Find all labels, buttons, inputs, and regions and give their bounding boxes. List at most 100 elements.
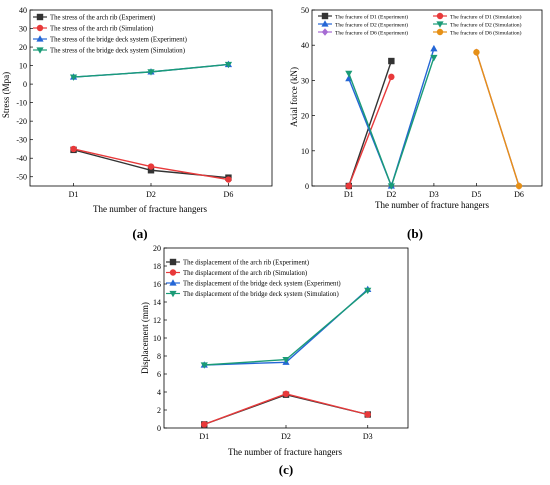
x-tick-label: D1 xyxy=(69,190,79,199)
y-tick-label: -20 xyxy=(16,117,27,126)
chart-c-caption: (c) xyxy=(279,462,293,477)
x-tick-label: D2 xyxy=(386,190,396,199)
x-tick-label: D5 xyxy=(472,190,482,199)
series-4 xyxy=(200,287,372,369)
y-tick-label: -50 xyxy=(16,173,27,182)
chart-b-plot: 0 10 20 30 40 50 D1 D2 D3 D5 D6 The fracture of D1 … xyxy=(301,6,543,199)
legend-entry: The fracture of D1 (Simulation) xyxy=(450,13,522,20)
series-2 xyxy=(201,390,371,428)
data-point xyxy=(282,357,290,364)
legend-entry: The fracture of D6 (Experiment) xyxy=(335,29,408,36)
y-tick-label: 6 xyxy=(157,370,161,379)
series-line xyxy=(204,393,368,426)
series-line xyxy=(475,52,520,187)
y-tick-label: 16 xyxy=(153,280,161,289)
y-tick-label: 30 xyxy=(19,25,27,34)
legend-swatch-marker xyxy=(436,21,444,28)
legend-swatch-marker xyxy=(169,258,177,266)
data-point xyxy=(388,73,395,81)
chart-a-plot: -50 -40 -30 -20 -10 0 10 20 30 40 D1 D2 D6 The stress… xyxy=(16,6,273,199)
legend-swatch-marker xyxy=(169,279,177,286)
series-line xyxy=(348,60,393,187)
data-point xyxy=(473,49,480,56)
legend-entry: The stress of the arch rib (Experiment) xyxy=(50,14,155,21)
legend-swatch-marker xyxy=(169,290,177,298)
data-point xyxy=(147,163,155,170)
legend-entry: The displacement of the arch rib (Simula… xyxy=(183,270,307,277)
y-tick-label: -10 xyxy=(16,99,27,108)
data-point xyxy=(387,183,395,190)
y-tick-label: 18 xyxy=(153,262,161,271)
data-point xyxy=(282,390,290,397)
y-tick-label: 14 xyxy=(153,298,161,307)
series-4 xyxy=(69,61,233,81)
x-tick-label: D1 xyxy=(199,432,209,441)
y-tick-label: 0 xyxy=(305,182,309,191)
y-tick-label: 10 xyxy=(19,62,27,71)
series-line xyxy=(204,289,369,366)
data-point xyxy=(345,182,352,190)
legend-entry: The displacement of the bridge deck syst… xyxy=(183,280,341,287)
data-point xyxy=(69,74,78,81)
y-tick-label: 12 xyxy=(153,316,161,325)
series-3 xyxy=(345,44,438,189)
legend-entry: The fracture of D2 (Simulation) xyxy=(450,21,522,28)
legend-entry: The stress of the bridge deck system (Si… xyxy=(50,47,185,54)
legend-entry: The stress of the bridge deck system (Ex… xyxy=(50,36,187,43)
chart-c: (c) The number of fracture hangers Displ… xyxy=(140,302,342,477)
legend-entry: The stress of the arch rib (Simulation) xyxy=(50,25,153,32)
legend-entry: The fracture of D1 (Experiment) xyxy=(335,13,408,20)
legend-entry: The displacement of the arch rib (Experi… xyxy=(183,259,309,266)
data-point xyxy=(364,411,371,418)
data-point xyxy=(345,70,353,78)
data-point xyxy=(147,69,155,76)
x-tick-label: D1 xyxy=(344,190,354,199)
chart-a-caption: (a) xyxy=(132,226,147,241)
y-tick-label: 8 xyxy=(157,352,161,361)
y-tick-label: -40 xyxy=(16,154,27,163)
legend-swatch-marker xyxy=(436,28,444,36)
chart-c-plot: 0 2 4 6 8 10 12 14 16 18 20 D1 D2 D3 The displacement … xyxy=(153,244,409,441)
data-point xyxy=(430,54,438,62)
series-3 xyxy=(200,285,372,368)
plot-frame xyxy=(311,9,543,187)
y-tick-label: 4 xyxy=(157,388,161,397)
y-tick-label: 0 xyxy=(157,424,161,433)
chart-a-ylabel: Stress (Mpa) xyxy=(1,72,11,118)
data-point xyxy=(147,167,155,174)
legend-swatch-marker xyxy=(36,24,44,32)
data-point xyxy=(225,176,232,183)
data-point xyxy=(70,145,77,153)
y-tick-label: 20 xyxy=(301,112,309,121)
legend-swatch-marker xyxy=(321,12,329,20)
chart-c-legend: The displacement of the arch rib (Experi… xyxy=(166,258,341,298)
series-line xyxy=(204,288,369,366)
data-point xyxy=(200,362,208,369)
y-tick-label: 40 xyxy=(301,41,309,50)
legend-swatch-marker xyxy=(36,47,44,54)
legend-swatch-marker xyxy=(169,269,177,276)
series-6 xyxy=(473,49,523,190)
data-point xyxy=(364,287,372,295)
legend-entry: The displacement of the bridge deck syst… xyxy=(183,291,339,298)
chart-b-caption: (b) xyxy=(407,226,423,241)
data-point xyxy=(224,61,233,69)
data-point xyxy=(201,421,208,428)
x-tick-label: D6 xyxy=(514,190,524,199)
chart-b-ylabel: Axial force (kN) xyxy=(289,67,299,127)
chart-a-xlabel: The number of fracture hangers xyxy=(93,204,207,214)
chart-b-legend: The fracture of D1 (Experiment) The fract… xyxy=(318,12,522,36)
chart-b: (b) The number of fracture hangers Axial… xyxy=(289,67,489,241)
y-tick-label: 0 xyxy=(23,80,27,89)
legend-swatch-marker xyxy=(36,35,44,42)
data-point xyxy=(515,182,523,190)
chart-c-xlabel: The number of fracture hangers xyxy=(228,447,342,457)
chart-a-legend: The stress of the arch rib (Experiment) T… xyxy=(33,13,187,54)
legend-swatch-marker xyxy=(36,13,44,21)
x-tick-label: D2 xyxy=(146,190,156,199)
legend-entry: The fracture of D6 (Simulation) xyxy=(450,29,522,36)
legend-swatch-marker xyxy=(436,12,444,20)
legend-swatch-marker xyxy=(321,28,329,36)
y-tick-label: 50 xyxy=(301,6,309,15)
